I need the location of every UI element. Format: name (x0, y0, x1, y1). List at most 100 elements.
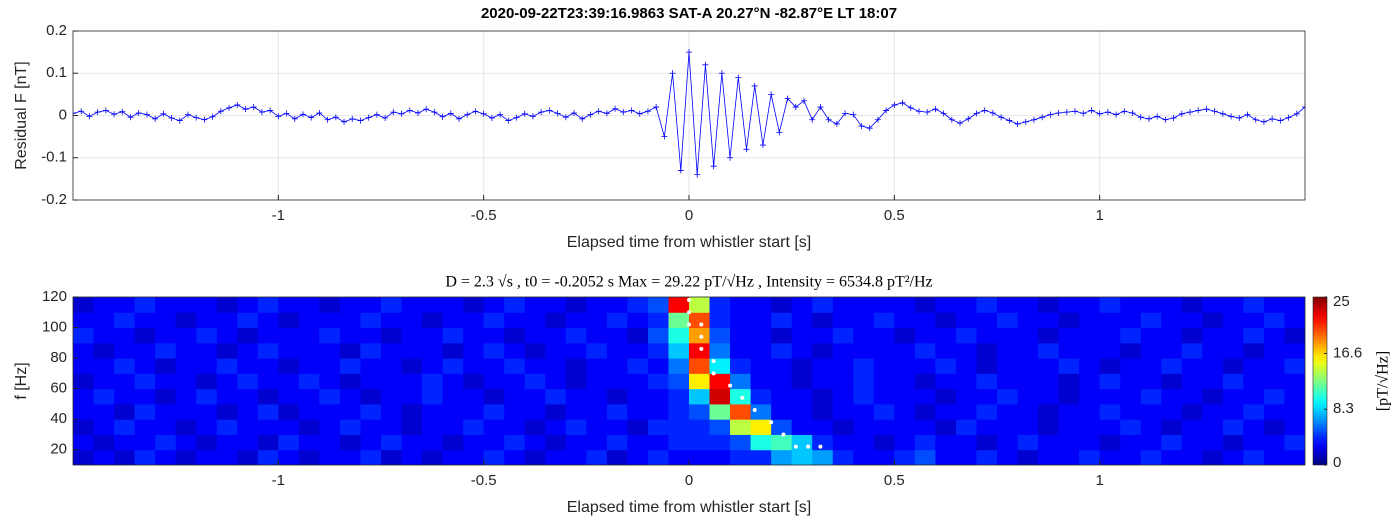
data-marker (1006, 117, 1013, 124)
data-marker (86, 113, 93, 120)
data-marker (603, 110, 610, 117)
heat-cell (442, 419, 464, 435)
heat-cell (73, 449, 95, 465)
heat-cell (1263, 312, 1285, 329)
heat-cell (791, 419, 813, 435)
heat-cell (586, 434, 608, 451)
heat-cell (894, 403, 916, 420)
data-marker (1187, 109, 1194, 116)
heat-cell (73, 327, 95, 344)
heat-cell (401, 373, 423, 390)
y-tick-label: 20 (50, 441, 67, 458)
heat-cell (1161, 419, 1183, 435)
x-tick-label: 0.5 (884, 207, 905, 224)
heat-cell (504, 449, 526, 465)
data-marker (316, 109, 323, 116)
heat-cell (1120, 312, 1142, 329)
heat-cell (627, 388, 649, 405)
heat-cell (360, 388, 382, 405)
heat-cell (463, 312, 485, 329)
data-marker (193, 114, 200, 121)
heat-cell (709, 327, 731, 344)
heat-cell (278, 419, 300, 435)
heat-cell (894, 358, 916, 374)
data-marker (735, 74, 742, 81)
heat-cell (1038, 434, 1060, 451)
heat-cell (771, 327, 793, 344)
heat-cell (278, 388, 300, 405)
heat-cell (339, 449, 361, 465)
data-marker (529, 113, 536, 120)
heat-cell (955, 327, 977, 344)
colorbar (1312, 296, 1328, 466)
data-marker (73, 110, 76, 117)
heat-cell (93, 388, 115, 405)
data-marker (332, 114, 339, 121)
x-tick-label: -0.5 (471, 472, 497, 489)
heat-cell (524, 312, 546, 329)
heat-cell (668, 388, 690, 405)
heat-cell (134, 388, 156, 405)
heat-cell (422, 327, 444, 344)
data-marker (119, 108, 126, 115)
data-marker (382, 115, 389, 122)
heat-cell (1284, 388, 1305, 405)
heat-cell (319, 327, 341, 344)
heat-cell (1222, 388, 1244, 405)
heat-cell (360, 327, 382, 344)
data-marker (661, 133, 668, 140)
data-marker (406, 107, 413, 114)
heat-cell (257, 297, 279, 313)
x-axis-label: Elapsed time from whistler start [s] (567, 234, 812, 251)
data-marker (357, 117, 364, 124)
heat-cell (791, 327, 813, 344)
heat-cell (750, 419, 772, 435)
ridge-point (740, 395, 745, 400)
heat-cell (175, 297, 197, 313)
heat-cell (791, 297, 813, 313)
data-marker (1039, 114, 1046, 121)
heat-cell (853, 403, 875, 420)
heat-cell (257, 327, 279, 344)
heat-cell (1202, 449, 1224, 465)
heat-cell (155, 449, 177, 465)
heat-cell (257, 388, 279, 405)
heat-cell (545, 403, 567, 420)
heat-cell (750, 342, 772, 359)
heat-cell (873, 434, 895, 451)
heat-cell (1161, 388, 1183, 405)
heat-cell (339, 327, 361, 344)
heat-cell (1284, 434, 1305, 451)
heat-cell (1243, 297, 1265, 313)
heat-cell (278, 403, 300, 420)
heat-cell (914, 327, 936, 344)
heat-cell (278, 327, 300, 344)
heat-cell (257, 373, 279, 390)
heat-cell (1140, 373, 1162, 390)
heat-cell (1181, 342, 1203, 359)
data-marker (669, 70, 676, 77)
heat-cell (339, 403, 361, 420)
heat-cell (791, 403, 813, 420)
data-marker (135, 109, 142, 116)
data-marker (456, 115, 463, 122)
heat-cell (997, 388, 1019, 405)
heat-cell (1099, 342, 1121, 359)
heat-cell (709, 297, 731, 313)
heat-cell (1284, 327, 1305, 344)
heat-cell (873, 388, 895, 405)
heat-cell (504, 342, 526, 359)
heat-cell (976, 419, 998, 435)
data-marker (1030, 116, 1037, 123)
heat-cell (668, 327, 690, 344)
data-marker (464, 111, 471, 118)
heat-cell (319, 388, 341, 405)
data-marker (850, 111, 857, 118)
data-marker (792, 104, 799, 111)
heat-cell (216, 373, 238, 390)
heat-cell (606, 434, 628, 451)
heat-cell (196, 419, 218, 435)
data-marker (275, 113, 282, 120)
heat-cell (1161, 373, 1183, 390)
heat-cell (73, 297, 95, 313)
